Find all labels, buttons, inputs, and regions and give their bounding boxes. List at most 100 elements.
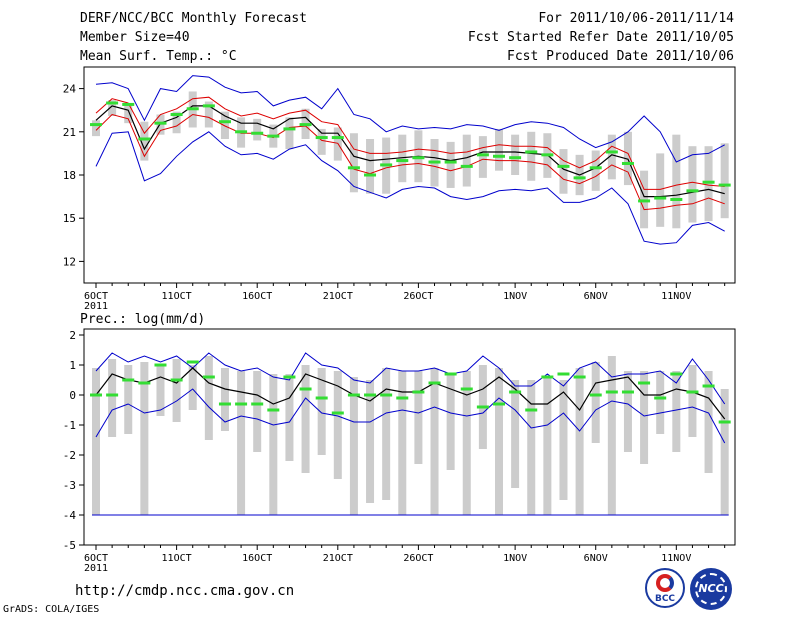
bcc-logo-swirl xyxy=(656,574,674,592)
temp-member-mark-39 xyxy=(702,180,715,184)
temp-member-mark-25 xyxy=(476,153,489,157)
prec-member-mark-11 xyxy=(251,402,264,406)
source-url[interactable]: http://cmdp.ncc.cma.gov.cn xyxy=(75,583,295,599)
prec-ytick-label--2: -2 xyxy=(63,449,76,462)
prec-member-mark-13 xyxy=(283,375,296,379)
prec-xtick-label-5: 1NOV xyxy=(503,553,527,564)
prec-member-mark-23 xyxy=(444,372,457,376)
temp-box-1 xyxy=(92,120,100,137)
prec-ytick-label-2: 2 xyxy=(69,329,76,342)
prec-member-mark-12 xyxy=(267,408,280,412)
temp-member-mark-38 xyxy=(686,189,699,193)
prec-box-24 xyxy=(462,371,471,515)
temp-member-mark-2 xyxy=(106,101,119,105)
prec-xtick-label-2: 16OCT xyxy=(242,553,272,564)
temp-member-mark-19 xyxy=(380,163,393,167)
bcc-logo-text: BCC xyxy=(654,594,676,604)
prec-box-20 xyxy=(398,371,407,515)
prec-member-mark-30 xyxy=(557,372,570,376)
prec-min-line xyxy=(95,388,726,444)
temp-member-mark-27 xyxy=(509,156,522,160)
prec-xtick-label-1: 11OCT xyxy=(162,553,192,564)
temp-xtick-label-1: 11OCT xyxy=(162,291,192,302)
prec-box-6 xyxy=(172,359,181,422)
temp-xtick-label-6: 6NOV xyxy=(584,291,608,302)
prec-member-mark-18 xyxy=(364,393,377,397)
temp-max-line xyxy=(95,75,725,163)
temp-ytick-label-18: 18 xyxy=(63,169,76,182)
prec-member-mark-38 xyxy=(686,390,699,394)
prec-member-mark-40 xyxy=(718,420,731,424)
temp-member-mark-16 xyxy=(331,136,344,140)
temp-member-mark-3 xyxy=(122,102,135,106)
temp-member-mark-7 xyxy=(186,107,199,111)
temp-box-6 xyxy=(172,111,181,134)
temp-box-11 xyxy=(253,118,262,141)
temp-member-mark-28 xyxy=(525,150,538,154)
prec-box-29 xyxy=(543,377,552,515)
prec-box-7 xyxy=(188,365,197,410)
prec-box-30 xyxy=(559,380,568,500)
temp-member-mark-14 xyxy=(299,123,312,127)
prec-member-mark-27 xyxy=(509,390,522,394)
prec-member-mark-29 xyxy=(541,375,554,379)
temp-member-mark-40 xyxy=(718,183,731,187)
prec-ytick-label-1: 1 xyxy=(69,359,76,372)
member-size: Member Size=40 xyxy=(80,30,190,45)
prec-member-mark-15 xyxy=(315,396,328,400)
temp-member-mark-35 xyxy=(638,199,651,203)
temp-box-40 xyxy=(720,143,729,219)
temp-mean-line xyxy=(95,105,725,198)
prec-member-mark-35 xyxy=(638,381,651,385)
prec-box-3 xyxy=(124,365,133,434)
prec-box-8 xyxy=(204,356,213,440)
temp-box-3 xyxy=(124,104,133,124)
prec-box-39 xyxy=(704,371,713,473)
prec-box-32 xyxy=(591,362,600,443)
temp-member-mark-33 xyxy=(605,150,618,154)
ncc-logo-ring xyxy=(695,573,727,605)
temp-member-mark-34 xyxy=(621,161,634,165)
prec-box-34 xyxy=(623,371,632,452)
temp-member-mark-37 xyxy=(670,197,683,201)
temp-box-27 xyxy=(511,134,520,175)
precip-label: Prec.: log(mm/d) xyxy=(80,312,206,327)
prec-mean-line xyxy=(95,367,726,420)
temp-box-15 xyxy=(317,128,326,155)
ncc-logo-text: NCC xyxy=(698,582,724,595)
prec-member-mark-20 xyxy=(396,396,409,400)
temp-member-mark-15 xyxy=(315,136,328,140)
temp-member-mark-24 xyxy=(460,164,473,168)
temp-box-24 xyxy=(462,134,471,187)
temp-lower-line xyxy=(95,113,725,211)
prec-ytick-label-0: 0 xyxy=(69,389,76,402)
prec-member-mark-39 xyxy=(702,384,715,388)
prec-member-mark-25 xyxy=(476,405,489,409)
temp-xtick-label-4: 26OCT xyxy=(403,291,433,302)
prec-box-26 xyxy=(495,368,503,515)
temp-xtick-label-3: 21OCT xyxy=(323,291,353,302)
temp-box-26 xyxy=(495,128,503,171)
prec-plot-frame xyxy=(83,328,736,546)
prec-year-label: 2011 xyxy=(84,563,108,574)
prec-ytick-label--4: -4 xyxy=(63,509,77,522)
prec-box-18 xyxy=(366,380,375,503)
prec-member-mark-14 xyxy=(299,387,312,391)
temp-member-mark-29 xyxy=(541,153,554,157)
temp-member-mark-4 xyxy=(138,137,151,141)
prec-box-9 xyxy=(220,368,229,431)
prec-member-mark-36 xyxy=(654,396,667,400)
prec-ytick-label--5: -5 xyxy=(63,539,76,552)
prec-xtick-label-4: 26OCT xyxy=(403,553,433,564)
prec-box-37 xyxy=(672,371,681,452)
temp-member-mark-17 xyxy=(347,166,360,170)
temp-box-37 xyxy=(672,134,681,229)
temp-member-mark-31 xyxy=(573,176,586,180)
prec-box-19 xyxy=(382,368,391,500)
prec-member-mark-16 xyxy=(331,411,344,415)
prec-member-mark-32 xyxy=(589,393,602,397)
prec-member-mark-22 xyxy=(428,381,441,385)
temp-box-33 xyxy=(607,134,616,180)
temp-box-28 xyxy=(527,131,536,181)
